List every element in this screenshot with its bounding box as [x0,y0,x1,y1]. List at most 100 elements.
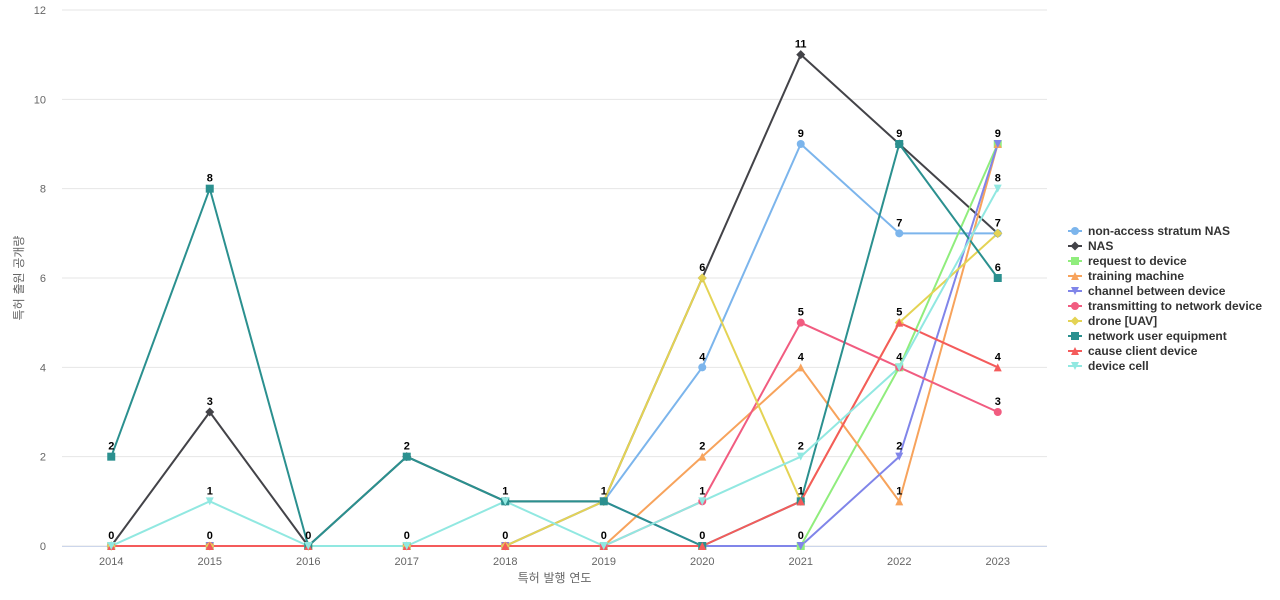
data-label: 0 [108,530,114,542]
data-point [796,318,805,327]
legend-item[interactable]: request to device [1068,254,1187,268]
data-point [698,452,707,461]
data-point [796,497,805,506]
x-tick-label: 2019 [592,556,616,568]
y-tick-label: 0 [40,541,46,553]
data-label: 8 [995,173,1001,185]
data-label: 1 [896,485,902,497]
series-line[interactable] [110,143,999,547]
series-markers [106,50,1003,551]
data-label: 2 [896,441,902,453]
data-label: 8 [207,173,213,185]
data-point [697,273,707,283]
legend-item[interactable]: transmitting to network device [1068,299,1262,313]
data-label: 0 [305,530,311,542]
series-line[interactable] [110,232,999,547]
legend-marker [1071,287,1079,295]
data-point [698,542,707,550]
legend-item[interactable]: device cell [1068,359,1149,373]
y-axis-title: 특허 출원 공개량 [12,236,26,321]
series-line[interactable] [110,187,999,547]
legend-marker [1070,241,1080,251]
data-point [205,407,215,417]
x-tick-label: 2016 [296,556,320,568]
series-line[interactable] [110,143,999,547]
data-point [304,542,313,550]
data-label: 7 [896,217,902,229]
legend-marker [1071,257,1079,265]
data-point [895,497,904,506]
x-tick-label: 2023 [986,556,1010,568]
data-label: 9 [995,128,1001,140]
y-tick-label: 12 [34,5,46,17]
series-line[interactable] [110,321,999,547]
grid [62,9,1047,547]
series-line[interactable] [110,53,999,547]
data-point [895,318,904,327]
data-label: 2 [108,441,114,453]
data-point [895,140,904,148]
data-point [993,408,1002,416]
legend-item[interactable]: channel between device [1068,284,1226,298]
data-label: 0 [404,530,410,542]
x-tick-label: 2020 [690,556,714,568]
legend-label: device cell [1088,359,1149,373]
y-tick-label: 10 [34,94,46,106]
data-label: 7 [995,217,1001,229]
data-label: 4 [798,351,805,363]
legend-item[interactable]: NAS [1068,239,1113,253]
series-line[interactable] [110,143,999,547]
data-point [993,184,1002,193]
legend-label: NAS [1088,239,1113,253]
data-point [205,497,214,506]
legend-item[interactable]: training machine [1068,269,1184,283]
data-point [599,497,608,506]
legend-item[interactable]: cause client device [1068,344,1198,358]
legend-marker [1071,302,1079,310]
data-label: 6 [699,262,705,274]
y-tick-label: 2 [40,452,46,464]
x-tick-label: 2018 [493,556,517,568]
data-labels: 2 0 8 3 1 0 0 2 0 1 0 1 0 6 4 2 1 0 11 9 5 4 2 1 0 9 7 5 4 2 1 9 8 7 6 4 3 [108,39,1002,542]
legend-marker [1071,332,1079,340]
legend-item[interactable]: network user equipment [1068,329,1227,343]
legend-label: channel between device [1088,284,1226,298]
data-label: 4 [699,351,706,363]
data-point [895,452,904,461]
legend-marker [1070,316,1080,326]
x-tick-label: 2022 [887,556,911,568]
data-point [698,363,707,372]
legend-item[interactable]: drone [UAV] [1068,314,1157,328]
data-label: 6 [995,262,1001,274]
data-label: 2 [404,441,410,453]
data-point [796,542,805,550]
data-point [107,452,116,461]
data-label: 0 [798,530,804,542]
legend-marker [1071,272,1079,280]
data-label: 9 [896,128,902,140]
legend-label: transmitting to network device [1088,299,1262,313]
y-tick-label: 8 [40,184,46,196]
legend-marker [1071,362,1079,370]
series-line[interactable] [110,143,999,547]
series-line[interactable] [110,143,999,547]
x-tick-label: 2017 [395,556,419,568]
legend-label: non-access stratum NAS [1088,224,1230,238]
x-tick-label: 2021 [789,556,813,568]
data-label: 11 [795,39,807,51]
data-point [501,497,510,506]
legend-label: network user equipment [1088,329,1227,343]
series-line[interactable] [110,321,999,547]
data-label: 4 [896,351,903,363]
legend-marker [1071,227,1079,235]
legend-item[interactable]: non-access stratum NAS [1068,224,1230,238]
legend-label: request to device [1088,254,1187,268]
data-label: 9 [798,128,804,140]
legend-label: drone [UAV] [1088,314,1157,328]
data-point [993,363,1002,372]
data-point [205,184,214,193]
x-tick-label: 2015 [198,556,222,568]
